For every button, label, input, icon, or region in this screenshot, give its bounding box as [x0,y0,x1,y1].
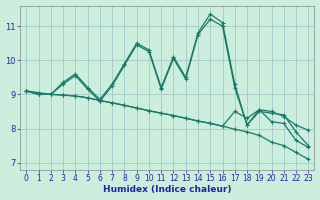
X-axis label: Humidex (Indice chaleur): Humidex (Indice chaleur) [103,185,232,194]
